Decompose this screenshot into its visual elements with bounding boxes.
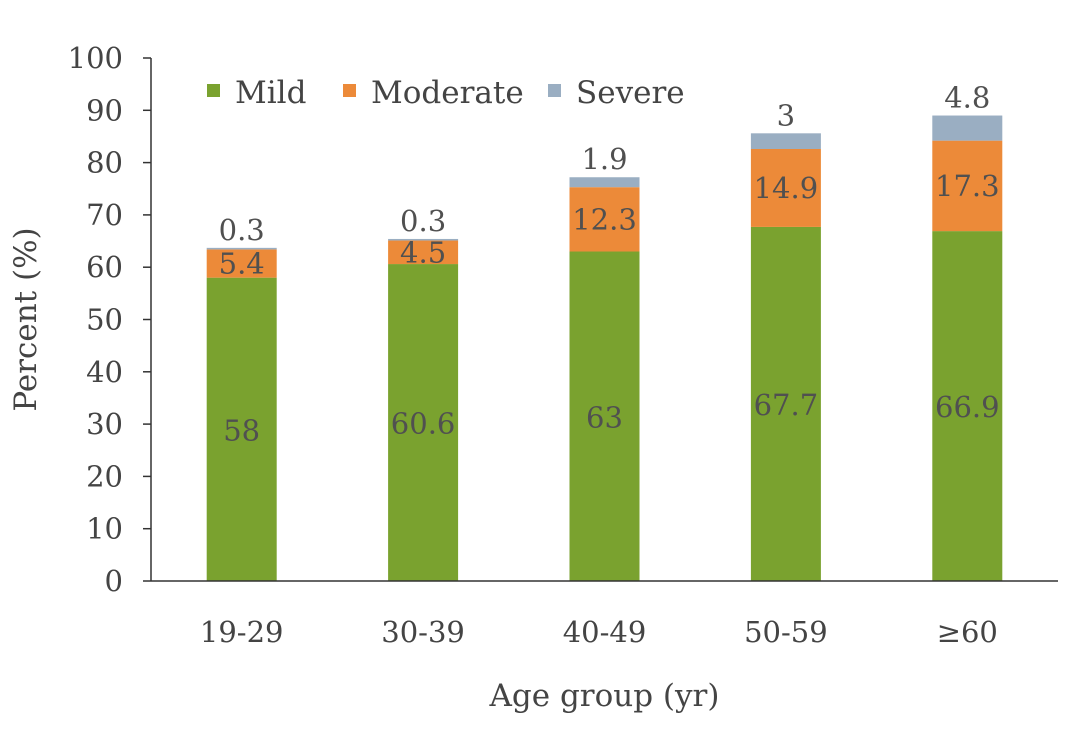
- data-label-moderate: 17.3: [935, 169, 1000, 203]
- bar-segment-severe: [750, 133, 821, 150]
- y-tick-label: 100: [68, 41, 123, 75]
- y-tick-label: 50: [86, 303, 123, 337]
- x-tick-label: 19-29: [200, 615, 284, 649]
- y-tick-label: 80: [86, 146, 123, 180]
- bar-segment-severe: [206, 247, 277, 250]
- data-label-mild: 66.9: [935, 390, 1000, 424]
- legend-swatch-severe: [548, 84, 561, 97]
- data-label-severe: 0.3: [219, 213, 265, 247]
- y-axis-title: Percent (%): [8, 227, 44, 411]
- data-label-moderate: 5.4: [219, 247, 265, 281]
- legend-swatch-moderate: [343, 84, 356, 97]
- bar-segment-mild: [750, 226, 821, 581]
- data-labels-group: 585.40.360.64.50.36312.31.967.714.9366.9…: [219, 81, 1000, 448]
- bar-segment-moderate: [388, 240, 459, 265]
- y-axis-ticks: 0 10 20 30 40 50 60 70 80 90 100: [68, 41, 151, 598]
- data-label-severe: 4.8: [944, 81, 990, 115]
- x-tick-label: 30-39: [381, 615, 465, 649]
- data-label-moderate: 14.9: [754, 171, 819, 205]
- legend-label-mild: Mild: [235, 75, 306, 111]
- bar-segment-mild: [569, 251, 640, 581]
- data-label-mild: 60.6: [391, 407, 456, 441]
- data-label-mild: 58: [223, 413, 260, 447]
- bar-segment-moderate: [569, 187, 640, 252]
- bar-segment-mild: [932, 231, 1003, 581]
- bar-segment-moderate: [206, 249, 277, 278]
- y-tick-label: 0: [105, 564, 123, 598]
- data-label-mild: 67.7: [754, 388, 819, 422]
- bar-segment-mild: [206, 277, 277, 581]
- bar-segment-severe: [388, 238, 459, 241]
- data-label-mild: 63: [586, 400, 623, 434]
- x-axis-title: Age group (yr): [489, 678, 720, 714]
- data-label-moderate: 4.5: [400, 235, 446, 269]
- y-tick-label: 60: [86, 250, 123, 284]
- y-tick-label: 10: [86, 512, 123, 546]
- x-tick-label: ≥60: [937, 615, 998, 649]
- bars-group: [206, 115, 1003, 581]
- x-axis-tick-labels: 19-29 30-39 40-49 50-59 ≥60: [200, 615, 998, 649]
- legend-swatch-mild: [207, 84, 220, 97]
- data-label-severe: 0.3: [400, 204, 446, 238]
- bar-segment-severe: [569, 177, 640, 188]
- bar-segment-mild: [388, 264, 459, 581]
- data-label-severe: 1.9: [581, 142, 627, 176]
- bar-segment-moderate: [932, 140, 1003, 232]
- y-tick-label: 30: [86, 407, 123, 441]
- bar-segment-moderate: [750, 149, 821, 227]
- data-label-moderate: 12.3: [572, 202, 637, 236]
- x-tick-label: 40-49: [563, 615, 647, 649]
- data-label-severe: 3: [777, 98, 795, 132]
- y-tick-label: 20: [86, 459, 123, 493]
- x-tick-label: 50-59: [744, 615, 828, 649]
- y-tick-label: 70: [86, 198, 123, 232]
- y-tick-label: 40: [86, 355, 123, 389]
- legend-label-severe: Severe: [576, 75, 685, 111]
- legend: Mild Moderate Severe: [207, 75, 685, 111]
- legend-label-moderate: Moderate: [371, 75, 524, 111]
- y-tick-label: 90: [86, 93, 123, 127]
- bar-segment-severe: [932, 115, 1003, 141]
